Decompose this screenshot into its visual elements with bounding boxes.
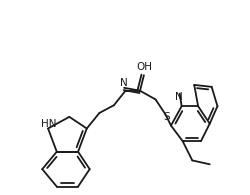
Text: N: N — [174, 91, 182, 102]
Text: S: S — [163, 112, 170, 122]
Text: N: N — [120, 78, 128, 88]
Text: OH: OH — [136, 62, 152, 73]
Text: HN: HN — [41, 119, 56, 129]
